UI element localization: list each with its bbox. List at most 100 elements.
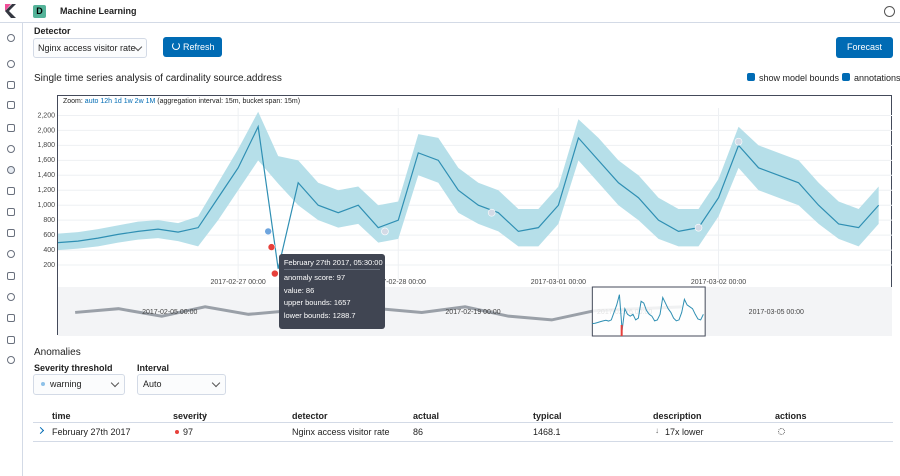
column-header[interactable]: detector	[292, 411, 328, 421]
y-tick-label: 1,400	[37, 172, 55, 179]
detector-select[interactable]	[33, 38, 147, 58]
refresh-icon	[172, 42, 180, 50]
severity-select[interactable]	[33, 374, 125, 395]
section-title: Anomalies	[34, 347, 81, 358]
y-tick-label: 1,000	[37, 202, 55, 209]
y-tick-label: 1,200	[37, 187, 55, 194]
logo[interactable]	[0, 0, 22, 22]
cell: 97	[183, 427, 194, 437]
nav-icon[interactable]	[7, 356, 15, 364]
expand-icon[interactable]	[36, 426, 45, 435]
brush-anomaly	[620, 325, 623, 336]
y-tick-label: 400	[43, 247, 55, 254]
interval-value: Auto	[143, 379, 162, 389]
x-tick-label: 2017-03-02 00:00	[691, 279, 746, 286]
marker	[694, 223, 703, 232]
marker	[734, 137, 743, 146]
value-line	[57, 124, 880, 269]
tooltip-title: February 27th 2017, 05:30:00	[283, 257, 383, 271]
overview-tick-label: 2017-02-19 00:00	[445, 309, 500, 316]
interval-select[interactable]	[137, 374, 226, 395]
checkbox[interactable]	[747, 73, 755, 81]
y-tick-label: 1,800	[37, 142, 55, 149]
cell: 17x lower	[665, 427, 704, 437]
help-icon[interactable]	[884, 6, 895, 17]
chart: 200 400 600 800 1,000 1,200 1,400 1,600 1,800 2,0…	[37, 108, 892, 337]
cell: Nginx access visitor rate	[292, 427, 390, 437]
sort-icon: ↓	[203, 410, 207, 419]
x-tick-label: 2017-02-28 00:00	[371, 279, 426, 286]
marker	[264, 227, 272, 236]
refresh-label: Refresh	[183, 42, 215, 52]
model-bounds	[58, 111, 879, 251]
nav-icon[interactable]	[7, 229, 15, 237]
severity-dot	[41, 382, 45, 386]
nav-icon[interactable]	[7, 208, 15, 216]
y-tick-label: 1,600	[37, 157, 55, 164]
zoom-label: Zoom:	[63, 98, 83, 105]
forecast-button[interactable]: Forecast	[836, 37, 893, 58]
y-tick-label: 600	[43, 232, 55, 239]
column-header: actions	[775, 411, 807, 421]
checkbox-label: annotations	[854, 73, 900, 83]
nav-icon[interactable]	[7, 187, 15, 195]
zoom-note: (aggregation interval: 15m, bucket span:…	[157, 98, 301, 105]
sidebar	[0, 22, 23, 476]
tooltip-line: lower bounds: 1288.7	[283, 310, 356, 320]
chart-title: Single time series analysis of cardinali…	[34, 73, 282, 84]
marker	[267, 243, 276, 251]
y-tick-label: 800	[43, 217, 55, 224]
checkbox-label: show model bounds	[759, 73, 840, 83]
header	[0, 0, 900, 23]
overview-tick-label: 2017-02-05 00:00	[142, 309, 197, 316]
column-header[interactable]: description	[653, 411, 702, 421]
nav-icon[interactable]	[7, 145, 15, 153]
table-header-rule	[33, 422, 893, 423]
app-title: Machine Learning	[60, 6, 137, 16]
nav-icon[interactable]	[7, 272, 15, 280]
field-label: Severity threshold	[34, 363, 113, 373]
table-row-rule	[33, 441, 893, 442]
column-header[interactable]: typical	[533, 411, 562, 421]
nav-icon[interactable]	[7, 314, 15, 322]
column-header[interactable]: time	[52, 411, 71, 421]
cell: 86	[413, 427, 424, 437]
cell: February 27th 2017	[52, 427, 131, 437]
space-badge[interactable]: D	[33, 5, 46, 18]
zoom-option[interactable]: 12h	[100, 98, 113, 105]
tooltip-line: anomaly score: 97	[283, 273, 346, 283]
tooltip-line: value: 86	[283, 285, 315, 295]
marker	[271, 269, 279, 278]
brush-selection	[591, 286, 706, 337]
description-icon: ↓	[655, 426, 659, 435]
marker	[381, 227, 389, 236]
nav-icon[interactable]	[7, 34, 15, 42]
zoom-bar: Zoom: auto 12h 1d 1w 2w 1M (aggregation …	[63, 98, 300, 105]
nav-icon[interactable]	[7, 124, 15, 132]
x-tick-label: 2017-02-27 00:00	[211, 279, 266, 286]
cell: 1468.1	[533, 427, 561, 437]
zoom-option[interactable]: 1w	[123, 98, 133, 105]
tooltip: February 27th 2017, 05:30:00 anomaly sco…	[278, 253, 385, 329]
zoom-option[interactable]: auto	[84, 98, 99, 105]
nav-icon[interactable]	[7, 101, 15, 109]
action-icon[interactable]	[778, 428, 785, 435]
nav-icon[interactable]	[7, 336, 15, 344]
y-tick-label: 2,000	[37, 127, 55, 134]
nav-icon[interactable]	[7, 250, 15, 258]
column-header[interactable]: severity	[173, 411, 208, 421]
nav-icon[interactable]	[7, 166, 15, 174]
nav-icon[interactable]	[7, 60, 15, 68]
y-tick-label: 2,200	[37, 112, 55, 119]
field-label: Interval	[137, 363, 170, 373]
severity-dot	[175, 430, 179, 434]
checkbox[interactable]	[842, 73, 850, 81]
column-header[interactable]: actual	[413, 411, 440, 421]
zoom-option[interactable]: 2w	[134, 98, 144, 105]
zoom-option[interactable]: 1d	[114, 98, 122, 105]
nav-icon[interactable]	[7, 293, 15, 301]
detector-value: Nginx access visitor rate	[38, 43, 136, 53]
nav-icon[interactable]	[7, 81, 15, 89]
zoom-option[interactable]: 1M	[145, 98, 156, 105]
